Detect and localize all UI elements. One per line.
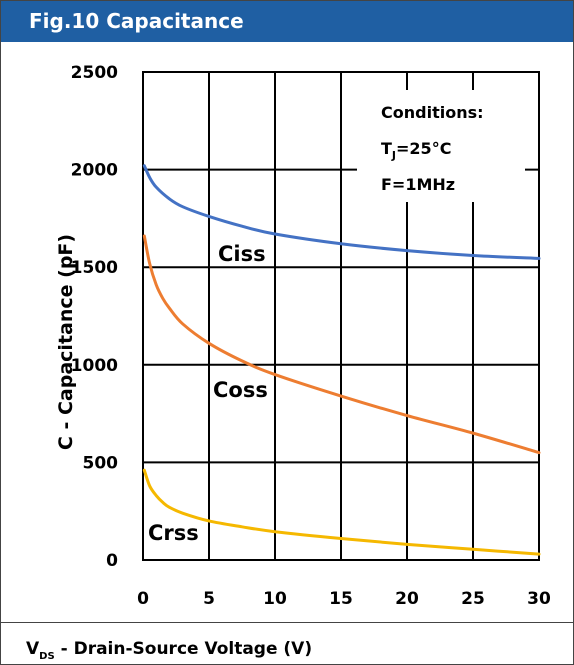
- y-tick-label: 2500: [71, 63, 118, 83]
- y-tick-label: 500: [83, 453, 119, 473]
- x-tick-label: 30: [527, 589, 551, 609]
- x-tick-label: 20: [395, 589, 419, 609]
- condition-temperature-rest: =25°C: [396, 139, 451, 158]
- y-tick-label: 1500: [71, 258, 118, 278]
- y-tick-label: 2000: [71, 161, 118, 181]
- figure-header: Fig.10 Capacitance: [1, 1, 573, 42]
- condition-temperature-main: T: [381, 139, 392, 158]
- series-label-coss: Coss: [213, 378, 268, 402]
- conditions-heading: Conditions:: [381, 103, 484, 122]
- conditions-box: [357, 90, 525, 202]
- x-tick-label: 25: [461, 589, 485, 609]
- y-axis-label: C - Capacitance (pF): [55, 234, 77, 450]
- y-tick-labels: 0 500 1000 1500 2000 2500: [71, 63, 118, 571]
- condition-temperature: TJ=25°C: [381, 139, 451, 162]
- condition-temperature-sub: J: [391, 149, 396, 162]
- condition-frequency: F=1MHz: [381, 175, 455, 194]
- footer-divider: [1, 622, 573, 623]
- y-tick-label: 1000: [71, 356, 118, 376]
- series-label-crss: Crss: [148, 521, 199, 545]
- series-line-ciss: [142, 164, 541, 260]
- x-tick-label: 5: [203, 589, 215, 609]
- series-lines: [142, 164, 541, 556]
- series-line-coss: [142, 234, 541, 455]
- series-label-ciss: Ciss: [218, 242, 266, 266]
- series-line-crss: [142, 468, 541, 556]
- x-tick-label: 0: [137, 589, 149, 609]
- x-axis-label: VDS - Drain-Source Voltage (V): [26, 639, 312, 662]
- plot-border: [142, 71, 540, 561]
- x-tick-label: 15: [329, 589, 353, 609]
- figure-title: Fig.10 Capacitance: [29, 9, 244, 33]
- x-tick-label: 10: [263, 589, 287, 609]
- y-tick-label: 0: [106, 551, 118, 571]
- x-axis-label-main: V: [26, 639, 40, 659]
- x-axis-label-rest: - Drain-Source Voltage (V): [55, 639, 312, 659]
- x-axis-label-sub: DS: [39, 651, 55, 662]
- x-tick-labels: 0 5 10 15 20 25 30: [137, 589, 551, 609]
